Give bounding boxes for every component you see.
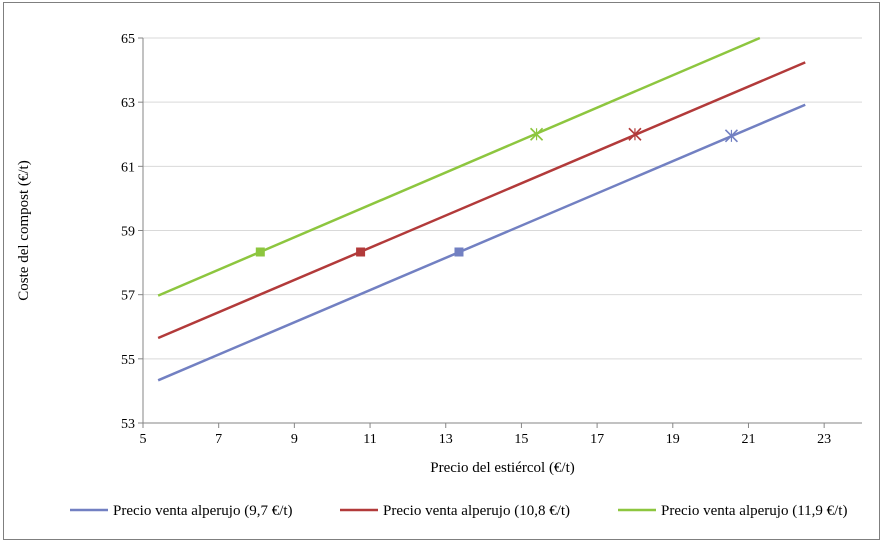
y-tick-label-63: 63	[121, 96, 135, 111]
axes	[138, 37, 862, 428]
square-marker-3	[255, 247, 265, 257]
y-tick-label-65: 65	[121, 32, 135, 47]
x-tick-label-15: 15	[514, 432, 528, 447]
x-tick-label-7: 7	[215, 432, 222, 447]
y-axis-title: Coste del compost (€/t)	[16, 160, 32, 300]
series-lines	[157, 36, 806, 382]
y-tick-label-53: 53	[121, 417, 135, 432]
legend: Precio venta alperujo (9,7 €/t) Precio ve…	[70, 503, 847, 519]
x-tick-label-21: 21	[741, 432, 755, 447]
square-marker-1	[454, 247, 464, 257]
legend-label-1: Precio venta alperujo (9,7 €/t)	[113, 503, 293, 519]
x-tick-label-13: 13	[439, 432, 453, 447]
x-tick-label-11: 11	[363, 432, 376, 447]
y-tick-label-61: 61	[121, 160, 135, 175]
legend-label-2: Precio venta alperujo (10,8 €/t)	[383, 503, 570, 519]
x-marker-3	[529, 127, 544, 141]
y-tick-label-55: 55	[121, 353, 135, 368]
x-marker-1	[724, 129, 739, 143]
y-tick-label-59: 59	[121, 225, 135, 240]
legend-label-3: Precio venta alperujo (11,9 €/t)	[661, 503, 847, 519]
x-tick-label-5: 5	[140, 432, 147, 447]
gridlines	[143, 37, 862, 360]
x-tick-label-17: 17	[590, 432, 604, 447]
x-marker-2	[628, 127, 642, 141]
x-tick-label-23: 23	[817, 432, 831, 447]
series-markers	[255, 127, 739, 257]
y-tick-label-57: 57	[121, 289, 135, 304]
series-line-2	[157, 61, 806, 340]
series-line-1	[157, 103, 806, 382]
x-axis-title: Precio del estiércol (€/t)	[430, 460, 575, 476]
square-marker-2	[356, 247, 366, 257]
x-tick-label-9: 9	[291, 432, 298, 447]
x-tick-label-19: 19	[666, 432, 680, 447]
